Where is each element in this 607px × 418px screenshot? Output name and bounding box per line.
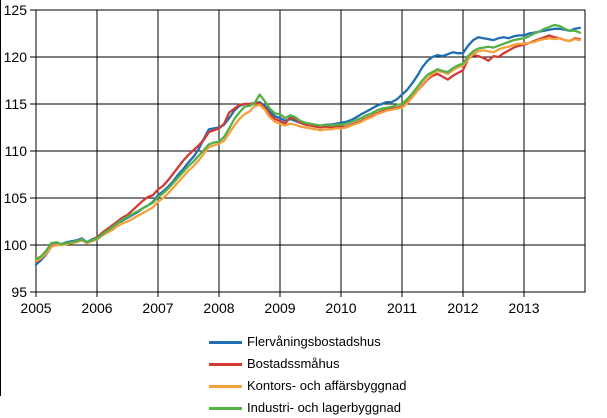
series-line-bostadssmahus <box>34 34 582 264</box>
x-tick-label: 2008 <box>203 300 234 316</box>
x-tick-label: 2006 <box>81 300 112 316</box>
y-tick-label: 125 <box>4 2 28 18</box>
y-tick-label: 105 <box>4 190 28 206</box>
legend-line-icon <box>209 362 242 366</box>
y-tick-label: 95 <box>11 284 27 300</box>
legend-item-kontors-och-affarsbyggnad: Kontors- och affärsbyggnad <box>209 375 406 397</box>
x-tick-label: 2005 <box>20 300 51 316</box>
x-tick-label: 2009 <box>264 300 295 316</box>
left-edge-artifact-line <box>0 0 1 396</box>
x-tick-label: 2010 <box>325 300 356 316</box>
x-tick-label: 2011 <box>387 300 417 316</box>
legend-label: Flervåningsbostadshus <box>247 334 381 349</box>
legend-line-icon <box>209 406 242 410</box>
y-tick-label: 110 <box>5 143 28 159</box>
chart-legend: Flervåningsbostadshus Bostadssmåhus Kont… <box>209 331 406 418</box>
legend-item-industri-och-lagerbyggnad: Industri- och lagerbyggnad <box>209 397 406 418</box>
legend-item-bostadssmahus: Bostadssmåhus <box>209 353 406 375</box>
legend-label: Bostadssmåhus <box>247 356 340 371</box>
series-line-kontors-och-affarsbyggnad <box>34 37 582 263</box>
series-line-industri-och-lagerbyggnad <box>34 23 582 261</box>
x-tick-label: 2012 <box>447 300 478 316</box>
legend-label: Industri- och lagerbyggnad <box>247 400 401 415</box>
legend-label: Kontors- och affärsbyggnad <box>247 378 407 393</box>
x-tick-label: 2007 <box>142 300 173 316</box>
legend-item-flervaningsbostadshus: Flervåningsbostadshus <box>209 331 406 353</box>
y-tick-label: 115 <box>5 96 28 112</box>
x-tick-label: 2013 <box>508 300 539 316</box>
series-line-flervaningsbostadshus <box>34 26 582 266</box>
y-tick-label: 120 <box>4 49 28 65</box>
legend-line-icon <box>209 340 242 344</box>
legend-line-icon <box>209 384 242 388</box>
y-tick-label: 100 <box>4 237 28 253</box>
